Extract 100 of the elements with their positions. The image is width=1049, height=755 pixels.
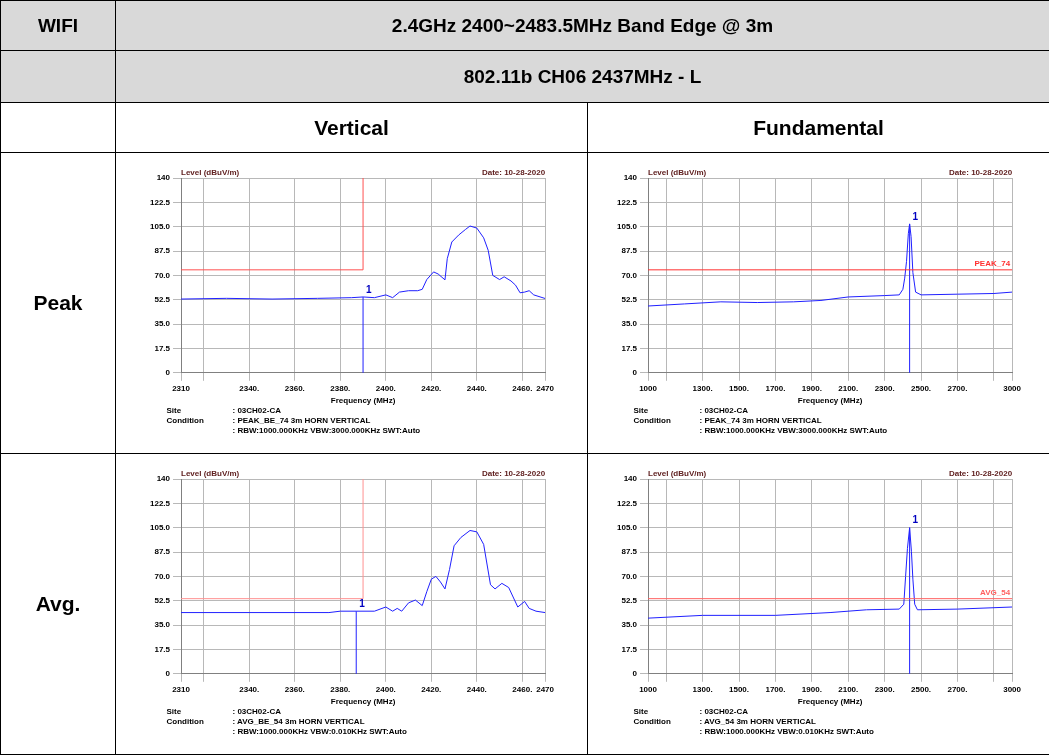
- x-axis-title: Frequency (MHz): [330, 696, 396, 706]
- text: Condition: [633, 716, 672, 727]
- y-tick-label: 17.5: [153, 343, 171, 353]
- y-axis-title: Level (dBuV/m): [180, 468, 240, 478]
- y-tick-label: 140: [623, 172, 638, 182]
- text: : PEAK_BE_74 3m HORN VERTICAL: [232, 415, 371, 426]
- y-tick-label: 87.5: [620, 546, 638, 556]
- y-axis-title: Level (dBuV/m): [647, 468, 707, 478]
- x-tick-label: 2400.: [375, 383, 396, 393]
- x-tick-label: 3000: [1002, 383, 1022, 393]
- y-tick-label: 140: [156, 473, 171, 483]
- x-tick-label: 2300.: [874, 383, 895, 393]
- y-tick-label: 35.0: [153, 619, 171, 629]
- annotation: 1: [912, 513, 919, 525]
- x-tick-label: 2420.: [420, 383, 441, 393]
- x-tick-label: 2440.: [466, 383, 487, 393]
- y-tick-label: 105.0: [616, 221, 638, 231]
- ref-line-label: PEAK_74: [974, 258, 1011, 268]
- x-tick-label: 3000: [1002, 684, 1022, 694]
- x-tick-label: 2400.: [375, 684, 396, 694]
- y-tick-label: 0: [632, 668, 638, 678]
- x-tick-label: 2360.: [284, 383, 305, 393]
- y-tick-label: 0: [165, 668, 171, 678]
- x-tick-label: 2460.: [511, 684, 532, 694]
- x-tick-label: 1500.: [728, 684, 749, 694]
- y-tick-label: 35.0: [620, 318, 638, 328]
- text: 802.11b CH06 2437MHz - L: [115, 50, 1049, 103]
- text: Date: 10-28-2020: [481, 468, 546, 478]
- text: Avg.: [0, 453, 116, 755]
- x-tick-label: 2310: [171, 684, 190, 694]
- y-tick-label: 17.5: [620, 644, 638, 654]
- x-tick-label: 2500.: [910, 383, 931, 393]
- y-tick-label: 87.5: [153, 245, 171, 255]
- text: : 03CH02-CA: [699, 706, 748, 717]
- x-tick-label: 2700.: [946, 383, 967, 393]
- y-tick-label: 0: [165, 367, 171, 377]
- x-tick-label: 1000: [638, 383, 657, 393]
- y-tick-label: 105.0: [616, 522, 638, 532]
- x-tick-label: 1300.: [692, 684, 713, 694]
- y-tick-label: 122.5: [149, 498, 171, 508]
- ref-line-label: AVG_54: [979, 587, 1011, 597]
- x-tick-label: 2100.: [837, 684, 858, 694]
- y-tick-label: 0: [632, 367, 638, 377]
- x-tick-label: 2340.: [238, 383, 259, 393]
- x-tick-label: 2380.: [329, 684, 350, 694]
- y-tick-label: 35.0: [620, 619, 638, 629]
- y-tick-label: 87.5: [153, 546, 171, 556]
- x-tick-label: 1500.: [728, 383, 749, 393]
- text: Date: 10-28-2020: [481, 167, 546, 177]
- x-tick-label: 2420.: [420, 684, 441, 694]
- text: : 03CH02-CA: [232, 706, 281, 717]
- x-tick-label: 2300.: [874, 684, 895, 694]
- text: : AVG_BE_54 3m HORN VERTICAL: [232, 716, 365, 727]
- x-tick-label: 1000: [638, 684, 657, 694]
- text: Condition: [166, 415, 205, 426]
- text: WIFI: [0, 0, 116, 51]
- x-tick-label: 2470: [535, 383, 555, 393]
- y-tick-label: 105.0: [149, 221, 171, 231]
- text: : 03CH02-CA: [699, 405, 748, 416]
- y-tick-label: 17.5: [153, 644, 171, 654]
- y-tick-label: 17.5: [620, 343, 638, 353]
- text: Site: [633, 405, 650, 416]
- y-tick-label: 70.0: [153, 571, 171, 581]
- annotation: 1: [912, 210, 919, 222]
- x-tick-label: 2440.: [466, 684, 487, 694]
- y-tick-label: 140: [156, 172, 171, 182]
- text: Condition: [633, 415, 672, 426]
- x-tick-label: 2310: [171, 383, 190, 393]
- annotation: 1: [365, 283, 372, 295]
- y-axis-title: Level (dBuV/m): [180, 167, 240, 177]
- y-tick-label: 122.5: [149, 197, 171, 207]
- x-axis-title: Frequency (MHz): [330, 395, 396, 405]
- x-tick-label: 1900.: [801, 684, 822, 694]
- x-axis-title: Frequency (MHz): [797, 395, 863, 405]
- y-tick-label: 140: [623, 473, 638, 483]
- x-tick-label: 1700.: [764, 684, 785, 694]
- text: Date: 10-28-2020: [948, 167, 1013, 177]
- y-tick-label: 52.5: [620, 294, 638, 304]
- y-tick-label: 105.0: [149, 522, 171, 532]
- x-tick-label: 2460.: [511, 383, 532, 393]
- text: Site: [633, 706, 650, 717]
- text: Fundamental: [587, 102, 1049, 153]
- text: : AVG_54 3m HORN VERTICAL: [699, 716, 816, 727]
- y-tick-label: 52.5: [153, 294, 171, 304]
- text: : RBW:1000.000KHz VBW:3000.000KHz SWT:Auto: [699, 425, 888, 436]
- text: : 03CH02-CA: [232, 405, 281, 416]
- annotation: 1: [358, 597, 365, 609]
- x-tick-label: 1900.: [801, 383, 822, 393]
- y-tick-label: 52.5: [153, 595, 171, 605]
- text: : RBW:1000.000KHz VBW:0.010KHz SWT:Auto: [232, 726, 407, 737]
- text: Site: [166, 405, 183, 416]
- text: Date: 10-28-2020: [948, 468, 1013, 478]
- y-tick-label: 35.0: [153, 318, 171, 328]
- x-tick-label: 2340.: [238, 684, 259, 694]
- x-tick-label: 1300.: [692, 383, 713, 393]
- y-tick-label: 52.5: [620, 595, 638, 605]
- text: Vertical: [115, 102, 588, 153]
- text: : RBW:1000.000KHz VBW:3000.000KHz SWT:Auto: [232, 425, 421, 436]
- y-tick-label: 87.5: [620, 245, 638, 255]
- x-tick-label: 2360.: [284, 684, 305, 694]
